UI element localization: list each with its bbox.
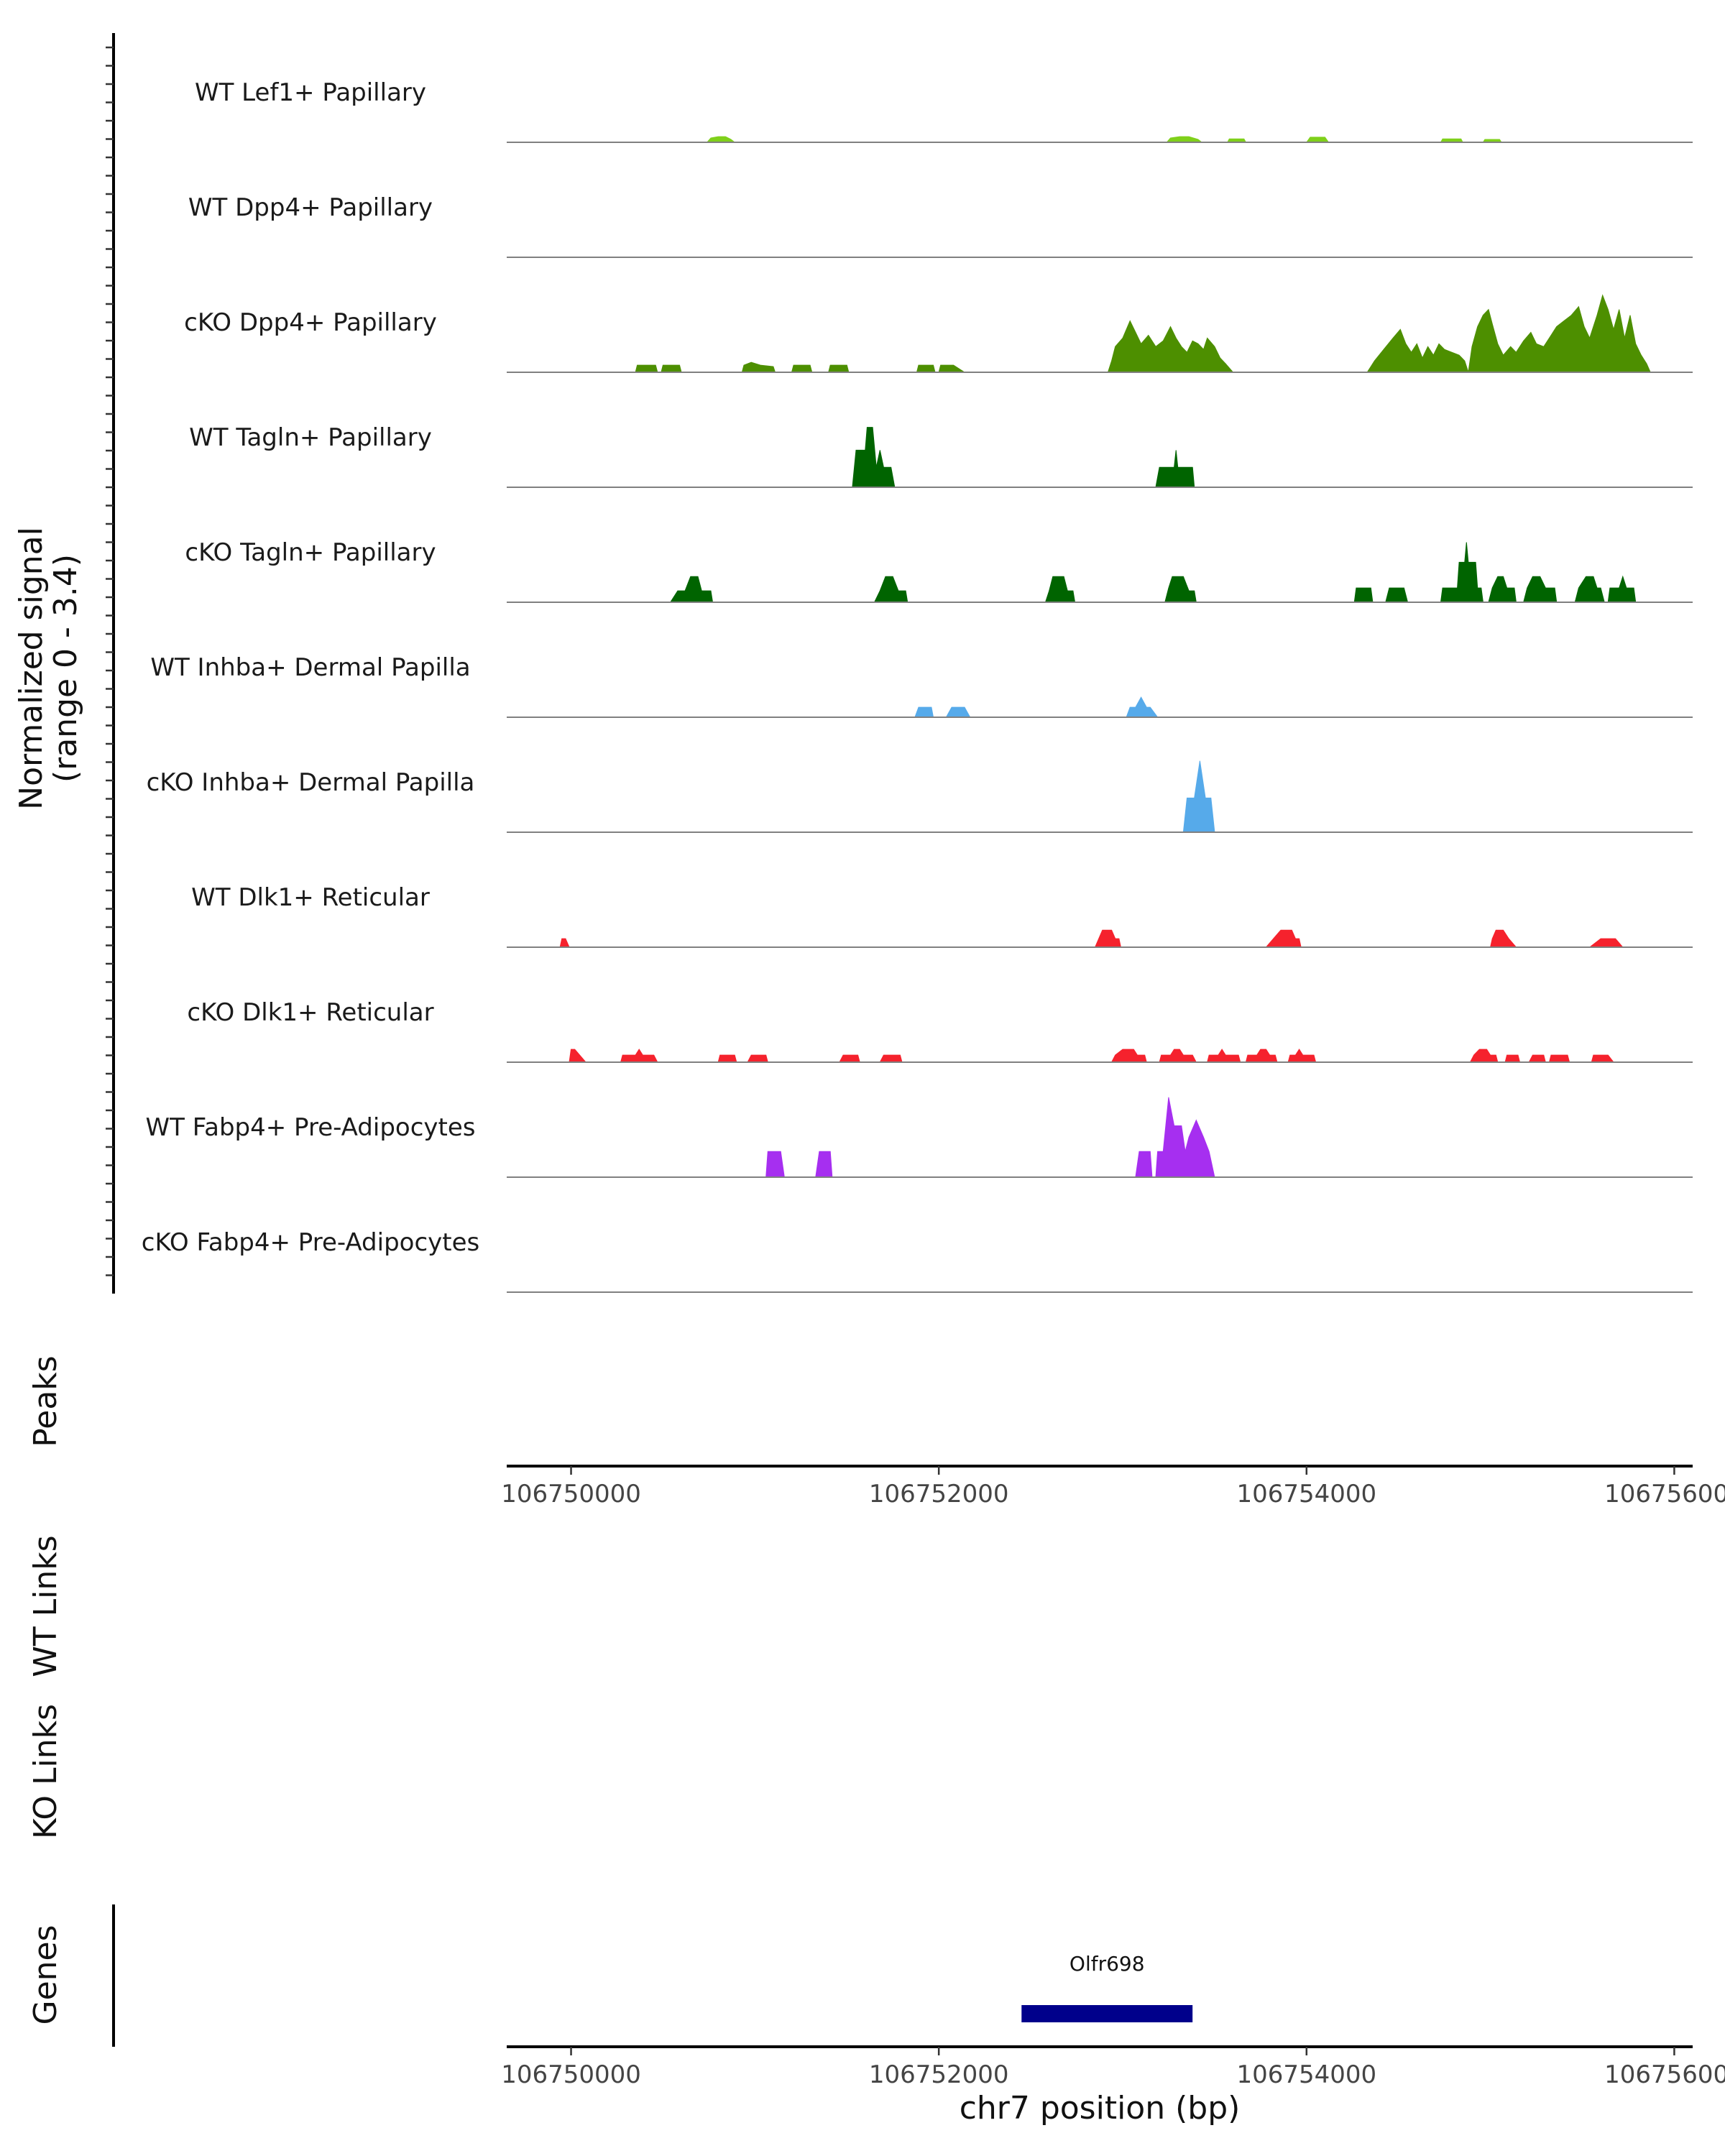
track-label: WT Lef1+ Papillary	[195, 78, 426, 107]
track-signal	[559, 929, 1624, 948]
track-signal	[669, 542, 1637, 603]
track-signal	[852, 427, 1195, 488]
coverage-tracks: WT Lef1+ Papillary WT Dpp4+ Papillary cKO …	[142, 78, 1693, 1293]
track-label: cKO Inhba+ Dermal Papilla	[147, 768, 475, 797]
track-signal	[765, 1097, 1215, 1178]
track-signal	[706, 136, 1502, 143]
gene-body	[1021, 2005, 1193, 2022]
y-axis-title-line: Normalized signal	[13, 527, 50, 810]
ko-links-label: KO Links	[27, 1704, 64, 1839]
peaks-label: Peaks	[27, 1355, 64, 1447]
y-axis: Normalized signal(range 0 - 3.4)	[13, 33, 115, 1294]
x-tick-label: 106752000	[869, 2060, 1009, 2089]
track-label: WT Inhba+ Dermal Papilla	[150, 653, 470, 682]
track-label: WT Dlk1+ Reticular	[191, 883, 430, 912]
track-label: cKO Dpp4+ Papillary	[184, 308, 437, 337]
gene-label: Olfr698	[1070, 1952, 1145, 1976]
track-label: WT Dpp4+ Papillary	[188, 193, 433, 222]
track-signal	[914, 696, 1159, 718]
gene-models: Olfr698	[1021, 1952, 1193, 2022]
track: WT Lef1+ Papillary	[195, 78, 1693, 143]
x-tick-label: 106754000	[1236, 2060, 1376, 2089]
track-label: cKO Tagln+ Papillary	[185, 538, 436, 567]
x-tick-label: 106756000	[1604, 1480, 1725, 1508]
y-axis-ticks	[106, 46, 114, 1276]
track: WT Dpp4+ Papillary	[188, 193, 1693, 258]
track-signal	[635, 294, 1651, 373]
x-axis-title: chr7 position (bp)	[960, 2090, 1241, 2127]
x-tick-label: 106756000	[1604, 2060, 1725, 2089]
track: cKO Fabp4+ Pre-Adipocytes	[142, 1228, 1693, 1293]
x-axis-top: 106750000 106752000 106754000 106756000	[501, 1466, 1725, 1508]
genes-label: Genes	[27, 1925, 64, 2024]
y-axis-title: Normalized signal(range 0 - 3.4)	[13, 527, 84, 810]
track: WT Fabp4+ Pre-Adipocytes	[146, 1097, 1693, 1178]
track-label: WT Fabp4+ Pre-Adipocytes	[146, 1113, 476, 1142]
track: WT Tagln+ Papillary	[189, 423, 1693, 488]
peaks-panel: Peaks 106750000 106752000 106754000 1067560…	[27, 1355, 1725, 1508]
track: cKO Inhba+ Dermal Papilla	[147, 760, 1693, 833]
x-tick-label: 106754000	[1236, 1480, 1376, 1508]
track: cKO Tagln+ Papillary	[185, 538, 1693, 603]
track-label: cKO Fabp4+ Pre-Adipocytes	[142, 1228, 480, 1257]
genes-panel: Genes Olfr698 106750000 106752000 10675400…	[27, 1904, 1725, 2127]
track: cKO Dlk1+ Reticular	[187, 998, 1693, 1063]
track-label: cKO Dlk1+ Reticular	[187, 998, 433, 1027]
wt-links-label: WT Links	[27, 1535, 64, 1677]
track: WT Inhba+ Dermal Papilla	[150, 653, 1693, 718]
track: cKO Dpp4+ Papillary	[184, 294, 1693, 373]
track-signal	[569, 1049, 1615, 1063]
x-tick-label: 106750000	[501, 2060, 641, 2089]
x-tick-label: 106750000	[501, 1480, 641, 1508]
y-axis-title-line: (range 0 - 3.4)	[47, 554, 84, 783]
x-axis-bottom: 106750000 106752000 106754000 106756000	[501, 2047, 1725, 2089]
track-label: WT Tagln+ Papillary	[189, 423, 432, 452]
track-signal	[1182, 760, 1215, 833]
x-tick-label: 106752000	[869, 1480, 1009, 1508]
track: WT Dlk1+ Reticular	[191, 883, 1693, 948]
